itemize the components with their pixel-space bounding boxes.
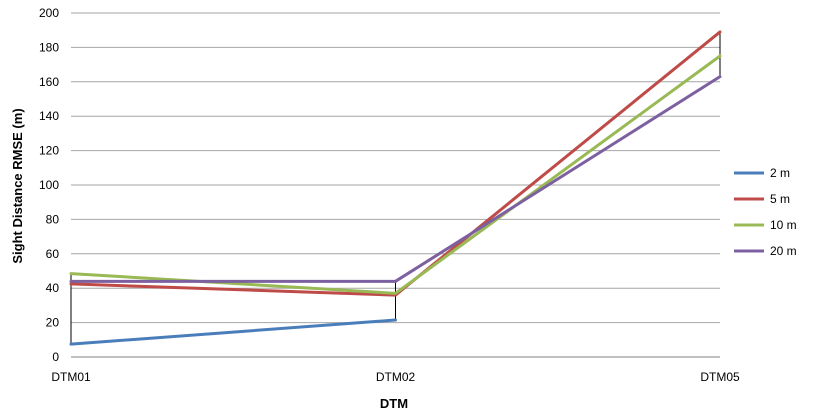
series-line-2m xyxy=(69,318,397,346)
x-tick-label: DTM01 xyxy=(51,370,91,384)
legend-label: 5 m xyxy=(770,192,790,206)
y-tick-label: 20 xyxy=(46,316,60,330)
y-tick-label: 120 xyxy=(39,144,59,158)
y-tick-label: 160 xyxy=(39,75,59,89)
y-axis-title: Sight Distance RMSE (m) xyxy=(10,108,25,263)
x-axis-tick-labels: DTM01 DTM02 DTM05 xyxy=(51,370,740,384)
legend-label: 2 m xyxy=(770,166,790,180)
y-tick-label: 140 xyxy=(39,109,59,123)
legend-label: 10 m xyxy=(770,218,797,232)
y-tick-label: 40 xyxy=(46,281,60,295)
y-tick-label: 60 xyxy=(46,247,60,261)
y-tick-label: 100 xyxy=(39,178,59,192)
x-tick-label: DTM05 xyxy=(700,370,740,384)
y-tick-label: 0 xyxy=(52,350,59,364)
legend-label: 20 m xyxy=(770,244,797,258)
series-line-20m xyxy=(69,75,722,283)
x-axis-title: DTM xyxy=(380,396,408,411)
series-line-5m xyxy=(69,30,722,297)
series-line-10m xyxy=(69,54,722,295)
legend: 2 m 5 m 10 m 20 m xyxy=(734,166,797,258)
y-tick-label: 180 xyxy=(39,40,59,54)
y-axis-tick-labels: 0 20 40 60 80 100 120 140 160 180 200 xyxy=(39,6,59,364)
x-tick-label: DTM02 xyxy=(376,370,416,384)
gridlines xyxy=(71,12,720,324)
y-tick-label: 80 xyxy=(46,212,60,226)
series-lines xyxy=(69,30,722,346)
high-low-lines xyxy=(70,31,721,345)
y-tick-label: 200 xyxy=(39,6,59,20)
